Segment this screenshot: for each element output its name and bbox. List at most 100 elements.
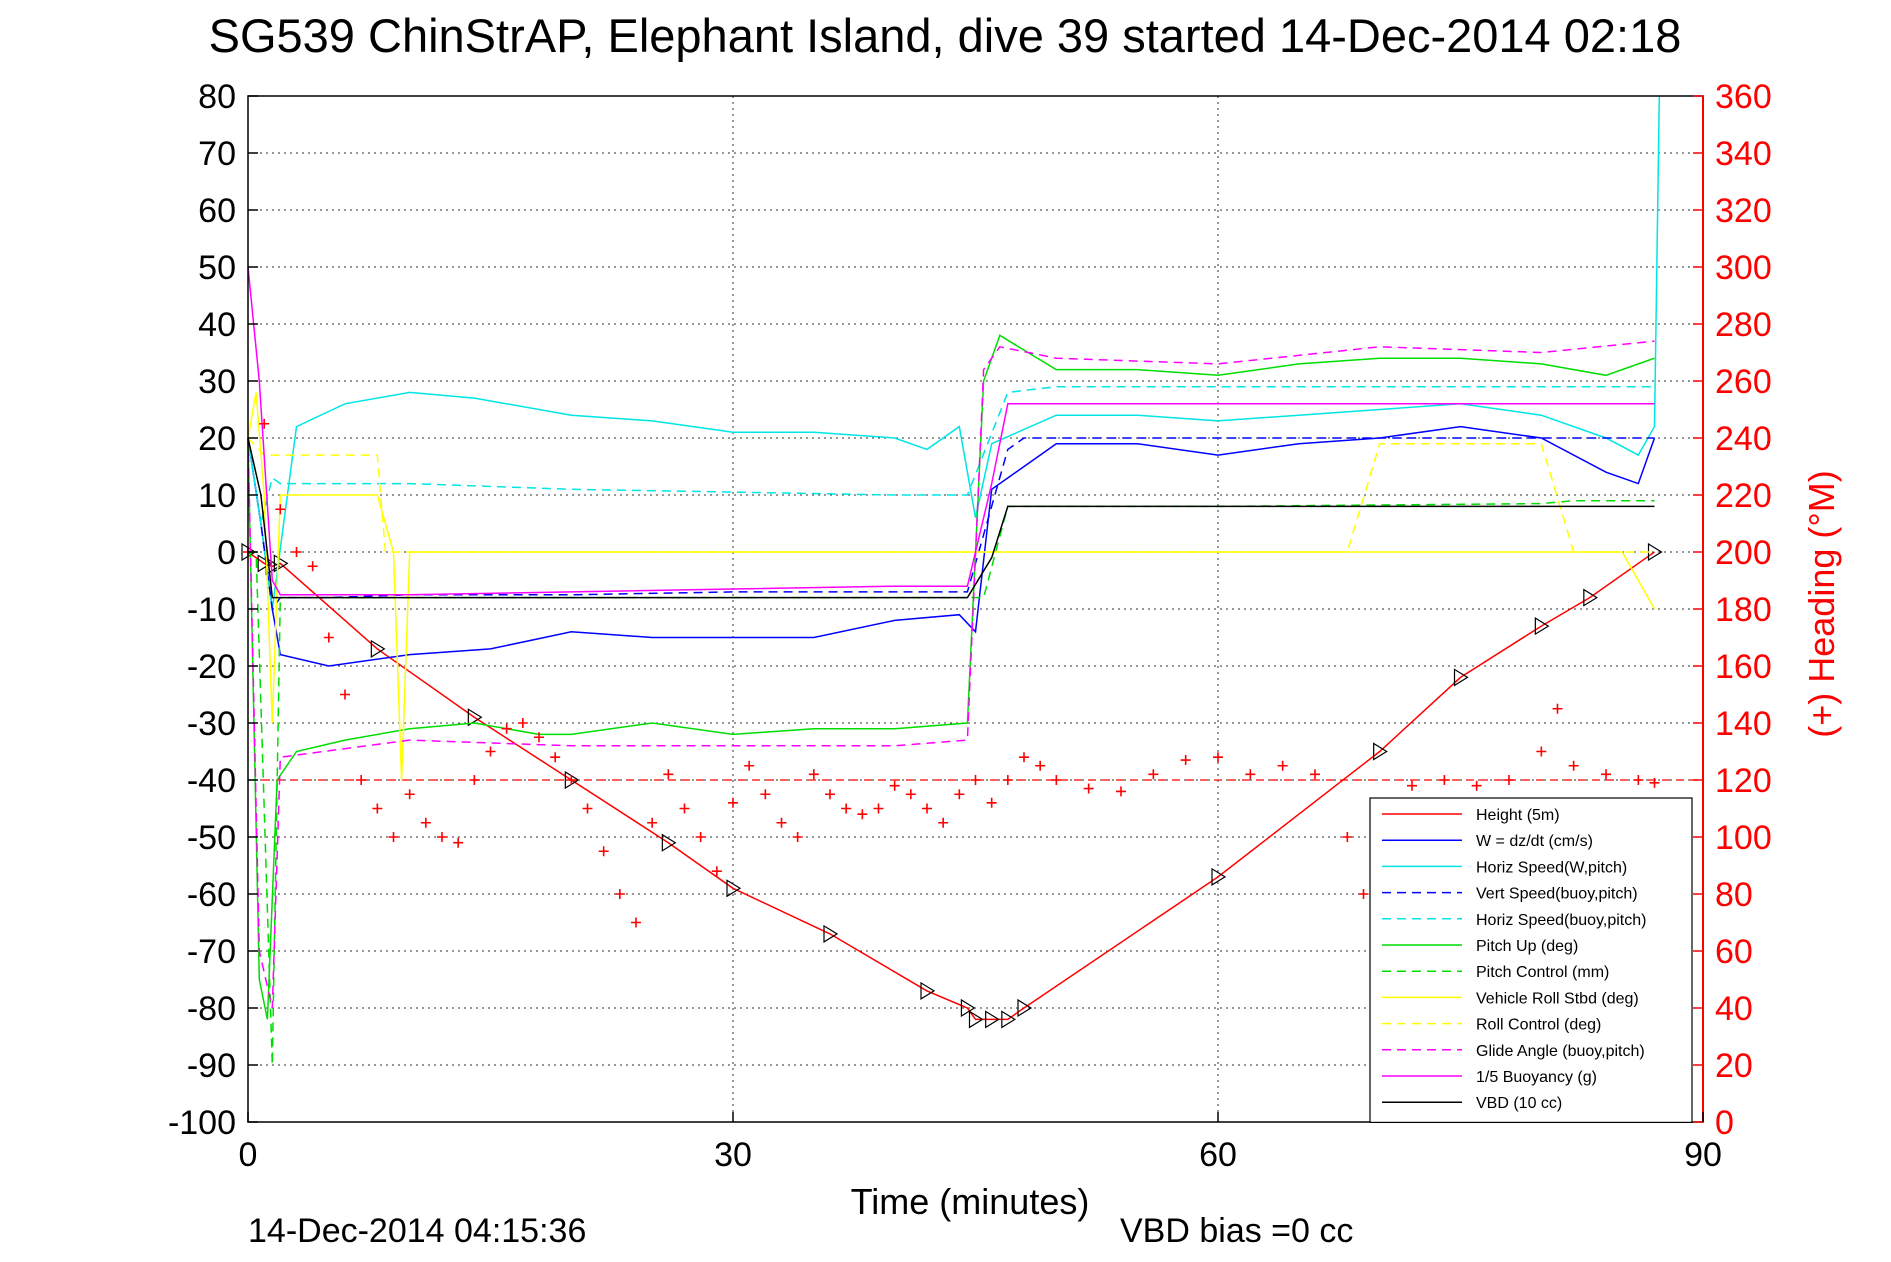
heading-point (1536, 746, 1547, 757)
heading-point (388, 832, 399, 842)
heading-point (404, 789, 415, 800)
heading-point (711, 866, 722, 877)
legend-entry: Horiz Speed(W,pitch) (1476, 859, 1627, 876)
x-tick-label: 60 (1199, 1136, 1237, 1174)
heading-point (1633, 775, 1644, 785)
heading-point (1277, 760, 1288, 771)
legend-entry: Vert Speed(buoy,pitch) (1476, 886, 1638, 903)
y2-tick-label: 0 (1715, 1104, 1734, 1142)
heading-point (889, 780, 900, 791)
heading-point (1148, 769, 1159, 780)
series-line-10 (247, 266, 1655, 596)
y-tick-label: 0 (217, 534, 236, 572)
heading-point (1601, 769, 1611, 780)
y2-tick-label: 220 (1715, 477, 1772, 515)
heading-point (1035, 760, 1046, 771)
series-line-4 (247, 385, 1655, 524)
heading-point (970, 775, 981, 785)
y-tick-label: 70 (198, 135, 236, 173)
heading-point (1358, 889, 1369, 899)
height-marker (661, 833, 677, 852)
legend-box (1369, 797, 1693, 1123)
y2-tick-label: 360 (1715, 78, 1772, 116)
heading-point (356, 775, 367, 785)
height-marker (823, 924, 839, 943)
x-tick-label: 90 (1684, 1136, 1722, 1174)
heading-point (550, 752, 561, 763)
x-tick-label: 30 (714, 1136, 752, 1174)
heading-point (663, 769, 674, 780)
heading-point (1552, 703, 1563, 714)
heading-point (1180, 755, 1191, 766)
heading-point (1019, 752, 1029, 763)
y2-tick-label: 180 (1715, 591, 1772, 629)
heading-point (1439, 775, 1450, 785)
vbd-bias-label: VBD bias =0 cc (1120, 1212, 1353, 1250)
heading-point (695, 832, 706, 842)
heading-series (243, 418, 1660, 928)
y2-tick-label: 240 (1715, 420, 1772, 458)
x-axis: 0 30 60 90 (239, 1112, 1722, 1174)
y2-tick-label: 160 (1715, 648, 1772, 686)
heading-point (922, 803, 932, 814)
height-marker (1534, 617, 1550, 636)
height-marker (1373, 742, 1388, 761)
heading-point (372, 803, 383, 814)
y-axis-left: 80 70 60 50 40 30 20 10 0 -10 -20 -30 -40 -50 -60 -70 -8… (168, 78, 258, 1142)
legend-entry: Glide Angle (buoy,pitch) (1476, 1043, 1645, 1060)
series-line-0 (247, 551, 1655, 1021)
series-line-3 (247, 437, 1655, 612)
y-tick-label: 40 (198, 306, 236, 344)
series-line-2 (247, 95, 1661, 610)
y-tick-label: 20 (198, 420, 236, 458)
y2-tick-label: 340 (1715, 135, 1772, 173)
heading-point (1051, 775, 1062, 785)
heading-point (453, 837, 464, 848)
y-tick-label: -80 (187, 990, 236, 1028)
height-marker (985, 1010, 1000, 1029)
heading-point (437, 832, 447, 842)
y-axis-right: 3603403203002802602402202001801601401201… (1693, 78, 1772, 1142)
heading-point (534, 732, 544, 743)
series-line-11 (247, 437, 1655, 599)
heading-point (1002, 775, 1013, 785)
heading-point (1504, 775, 1514, 785)
heading-point (792, 832, 803, 842)
y-tick-label: -90 (187, 1047, 236, 1085)
y2-tick-label: 280 (1715, 306, 1772, 344)
heading-point (323, 632, 334, 643)
heading-point (1649, 777, 1660, 788)
timestamp-label: 14-Dec-2014 04:15:36 (248, 1212, 586, 1250)
series-line-8 (247, 437, 1655, 553)
x-axis-label: Time (minutes) (851, 1181, 1090, 1222)
y-tick-label: -30 (187, 705, 236, 743)
heading-point (905, 789, 916, 800)
legend-entry: 1/5 Buoyancy (g) (1476, 1069, 1597, 1086)
y-tick-label: 60 (198, 192, 236, 230)
heading-point (1083, 783, 1094, 794)
heading-point (647, 817, 658, 828)
heading-point (841, 803, 852, 814)
y2-tick-label: 260 (1715, 363, 1772, 401)
heading-point (857, 809, 868, 820)
y-axis-right-label: (+) Heading (°M) (1801, 470, 1842, 737)
legend-entry: Pitch Control (mm) (1476, 964, 1609, 981)
legend-entry: Height (5m) (1476, 807, 1560, 824)
y2-tick-label: 140 (1715, 705, 1772, 743)
heading-point (1213, 752, 1223, 763)
y-tick-label: -50 (187, 819, 236, 857)
y-tick-label: -60 (187, 876, 236, 914)
height-marker (273, 554, 289, 573)
heading-point (1342, 832, 1353, 842)
legend-entry: Roll Control (deg) (1476, 1017, 1601, 1034)
y2-tick-label: 60 (1715, 933, 1753, 971)
heading-point (873, 803, 884, 814)
heading-point (1568, 760, 1579, 771)
heading-point (760, 789, 771, 800)
series-line-7 (247, 392, 1656, 781)
y2-tick-label: 120 (1715, 762, 1772, 800)
legend-entry: Horiz Speed(buoy,pitch) (1476, 912, 1646, 929)
height-marker (920, 981, 936, 1000)
heading-point (420, 817, 431, 828)
heading-point (291, 547, 302, 557)
